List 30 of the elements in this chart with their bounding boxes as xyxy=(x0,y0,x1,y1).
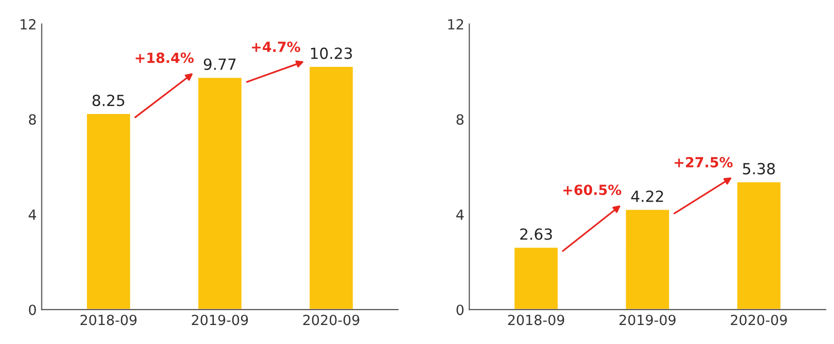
x-tick-label: 2020-09 xyxy=(303,314,360,326)
data-label: 4.22 xyxy=(631,190,663,202)
x-tick-label: 2019-09 xyxy=(192,314,248,326)
bar xyxy=(624,208,670,310)
annotation: +27.5% xyxy=(674,156,733,168)
annotation: +4.7% xyxy=(252,42,300,52)
bar xyxy=(513,246,560,310)
bar xyxy=(736,180,782,310)
y-tick-label: 8 xyxy=(456,114,464,125)
annotation: +60.5% xyxy=(563,184,622,196)
x-tick-label: 2019-09 xyxy=(619,314,676,326)
data-label: 2.63 xyxy=(520,228,552,240)
annotation: +18.4% xyxy=(136,52,194,64)
data-label: 8.25 xyxy=(92,94,124,106)
bar xyxy=(308,66,354,310)
x-tick-label: 2018-09 xyxy=(80,314,137,326)
y-tick-label: 12 xyxy=(20,19,36,30)
y-tick-label: 12 xyxy=(448,19,464,30)
y-tick-label: 4 xyxy=(456,210,464,220)
x-tick-label: 2020-09 xyxy=(730,314,787,326)
bar xyxy=(86,112,132,310)
data-label: 5.38 xyxy=(743,162,775,174)
data-label: 9.77 xyxy=(204,58,236,70)
data-label: 10.23 xyxy=(311,48,352,60)
y-tick-label: 0 xyxy=(456,304,464,316)
bar xyxy=(196,76,243,310)
y-tick-label: 4 xyxy=(28,210,36,220)
y-tick-label: 8 xyxy=(28,114,36,125)
y-tick-label: 0 xyxy=(28,304,36,316)
x-tick-label: 2018-09 xyxy=(508,314,564,326)
